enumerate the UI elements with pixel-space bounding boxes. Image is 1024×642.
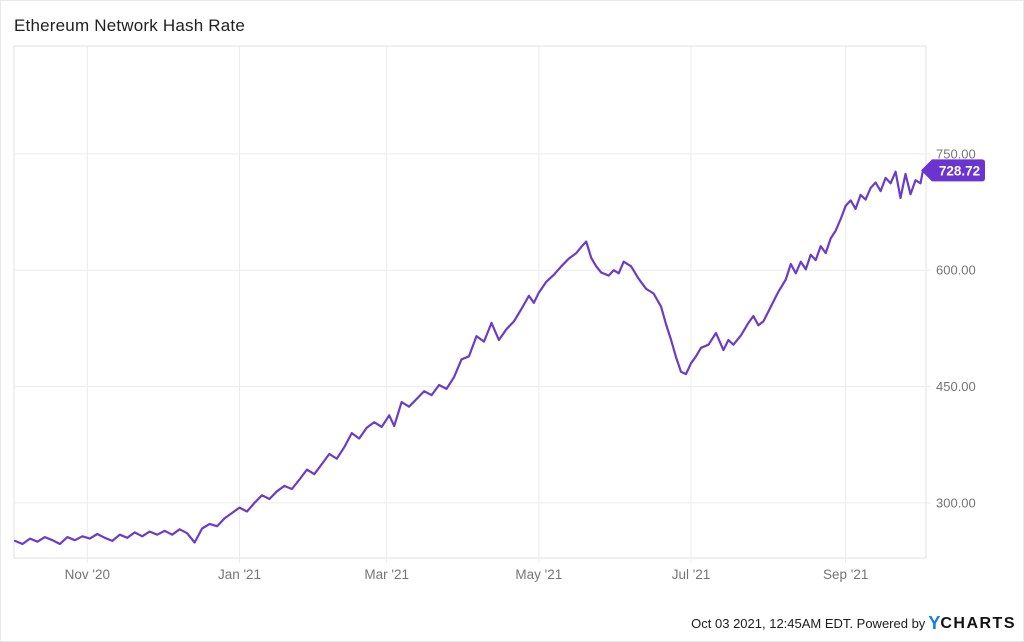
y-axis-tick-label: 300.00 [936,495,976,510]
page-title: Ethereum Network Hash Rate [14,16,246,35]
y-axis-tick-label: 750.00 [936,146,976,161]
y-axis-tick-label: 450.00 [936,379,976,394]
last-value-badge-label: 728.72 [939,163,980,178]
x-axis-tick-label: Sep '21 [823,567,868,582]
footer-timestamp: Oct 03 2021, 12:45AM EDT. Powered by [691,616,926,631]
ycharts-logo-charts: CHARTS [940,614,1016,632]
x-axis-tick-label: May '21 [515,567,562,582]
x-axis-tick-label: Jul '21 [672,567,711,582]
ycharts-logo-y: Y [928,613,941,633]
y-axis-tick-label: 600.00 [936,263,976,278]
chart-footer: Oct 03 2021, 12:45AM EDT. Powered by Y CH… [691,613,1016,634]
plot-area[interactable] [13,45,927,559]
last-value-badge [921,159,985,182]
x-axis-tick-label: Nov '20 [65,567,110,582]
x-axis-tick-label: Jan '21 [218,567,261,582]
hash-rate-series-line[interactable] [13,169,925,546]
ycharts-logo[interactable]: Y CHARTS [928,613,1016,634]
x-axis-tick-label: Mar '21 [364,567,409,582]
